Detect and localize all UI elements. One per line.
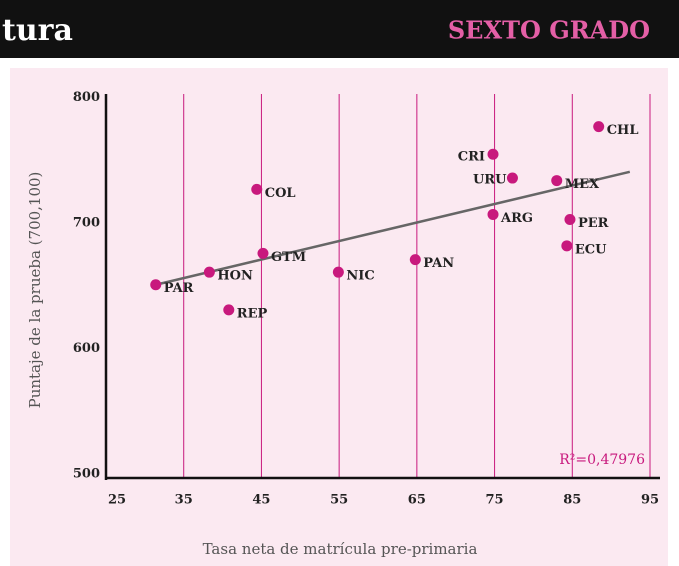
y-axis-label: Puntaje de la prueba (700,100) xyxy=(26,172,44,409)
point-label: NIC xyxy=(346,269,374,284)
point-label: PAN xyxy=(423,256,454,271)
point xyxy=(551,175,563,187)
point-label: PER xyxy=(578,216,609,231)
point xyxy=(332,266,344,278)
x-axis-label: Tasa neta de matrícula pre-primaria xyxy=(203,540,478,558)
y-tick-label: 700 xyxy=(73,216,100,231)
point xyxy=(409,254,421,266)
x-tick-label: 55 xyxy=(330,493,348,508)
x-tick-label: 35 xyxy=(175,493,193,508)
point xyxy=(251,183,263,195)
point xyxy=(203,266,215,278)
point xyxy=(257,247,269,259)
point xyxy=(506,172,518,184)
x-tick-label: 85 xyxy=(563,493,581,508)
x-tick-label: 25 xyxy=(108,493,126,508)
point-label: ARG xyxy=(500,211,533,226)
x-tick-label: 75 xyxy=(486,493,504,508)
annotation: R²=0,47976 xyxy=(559,452,645,468)
y-tick-label: 500 xyxy=(73,467,100,482)
y-tick-label: 600 xyxy=(73,341,100,356)
point-label: REP xyxy=(237,306,268,321)
point xyxy=(564,213,576,225)
point xyxy=(487,148,499,160)
point-label: COL xyxy=(265,186,296,201)
trendline xyxy=(155,170,631,286)
point xyxy=(487,208,499,220)
point-label: HON xyxy=(217,269,253,284)
header-title: tura xyxy=(2,13,73,48)
header-bar xyxy=(0,0,679,58)
x-tick-label: 45 xyxy=(252,493,270,508)
point-label: PAR xyxy=(164,281,194,296)
point xyxy=(593,121,605,133)
point-label: CHL xyxy=(607,123,639,138)
point xyxy=(150,279,162,291)
point-label: ECU xyxy=(575,242,607,257)
y-tick-label: 800 xyxy=(73,90,100,105)
point xyxy=(561,240,573,252)
point-label: URU xyxy=(473,173,507,188)
point xyxy=(223,304,235,316)
x-tick-label: 65 xyxy=(408,493,426,508)
x-tick-label: 95 xyxy=(641,493,659,508)
header-grade: SEXTO GRADO xyxy=(448,16,650,45)
point-label: MEX xyxy=(565,177,600,192)
point-label: CRI xyxy=(458,150,485,165)
point-label: GTM xyxy=(271,250,306,265)
